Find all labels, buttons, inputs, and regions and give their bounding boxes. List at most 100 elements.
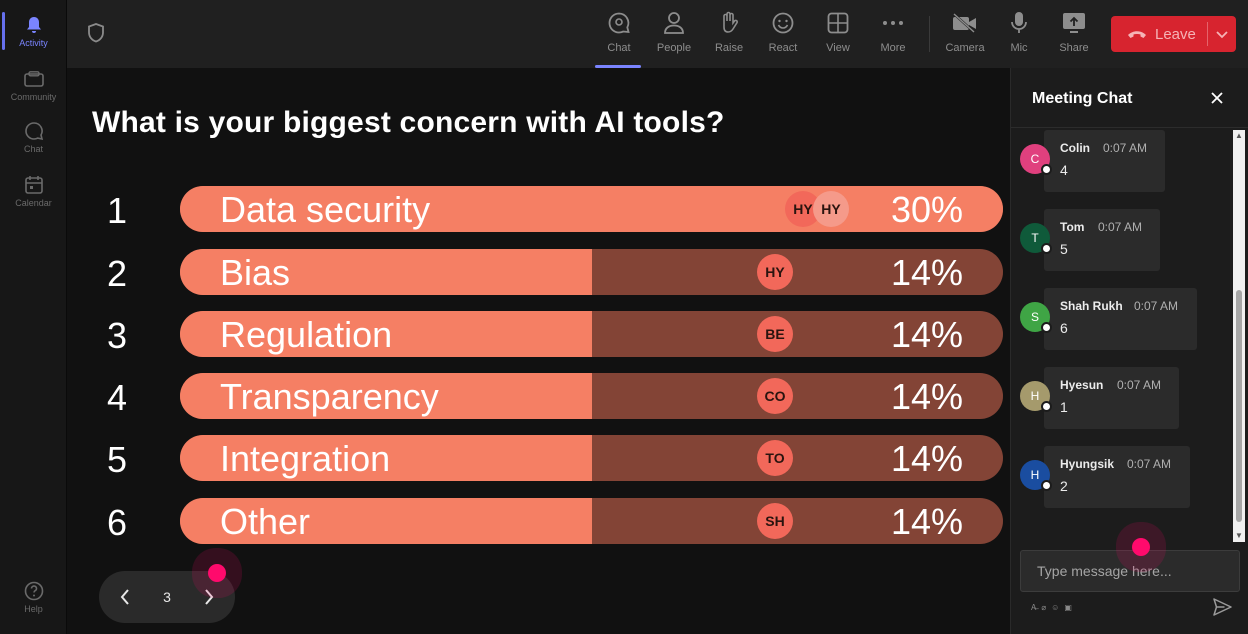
option-label: Other [220,501,311,542]
option-rank: 4 [107,377,128,418]
avatar: S [1020,302,1052,333]
toolbar-share-button[interactable]: Share [1048,10,1100,62]
sender-name: Shah Rukh [1060,299,1123,313]
rail-item-chat[interactable]: Chat [0,112,67,162]
message-bubble: Colin 0:07 AM 4 [1044,130,1165,192]
voter-avatar: BE [757,316,793,352]
option-percent: 14% [890,376,963,417]
chat-scrollbar[interactable]: ▲ ▼ [1233,130,1245,542]
toolbar-more-button[interactable]: More [867,10,919,62]
option-rank: 5 [107,439,128,480]
poll-results-stage: What is your biggest concern with AI too… [67,68,1010,634]
send-icon[interactable] [1212,598,1234,620]
presence-dot [1041,243,1052,254]
option-fill [180,249,592,295]
message-bubble: Shah Rukh 0:07 AM 6 [1044,288,1197,350]
format-icon[interactable]: A̶ [1031,603,1037,612]
pointer-highlight [1132,538,1150,556]
rail-label: Calendar [15,197,52,208]
toolbar-label: People [656,42,692,54]
meeting-chat-panel: Meeting Chat Colin 0:07 AM 4 C Tom 0:07 AM 5 T S… [1010,68,1248,634]
option-fill [180,373,592,419]
toolbar-label: More [880,42,906,54]
gif-icon[interactable]: ▣ [1064,603,1072,612]
chat-icon [23,121,45,141]
option-label: Integration [220,438,391,479]
scroll-up-arrow-icon[interactable]: ▲ [1235,131,1243,140]
toolbar-label: Mic [1010,42,1028,54]
app-rail: Activity Community Chat Calendar Help [0,0,67,634]
toolbar-people-button[interactable]: People [648,10,700,62]
rail-item-activity[interactable]: Activity [0,6,67,56]
toolbar-view-button[interactable]: View [812,10,864,62]
shield-icon[interactable] [87,23,107,45]
toolbar-chat-button[interactable]: Chat [593,10,645,68]
option-fill [180,435,592,481]
option-rank: 2 [107,253,128,294]
scroll-down-arrow-icon[interactable]: ▼ [1235,531,1243,540]
rail-label: Activity [19,37,48,48]
option-bar: Transparency CO 14% [180,373,1003,419]
rail-item-community[interactable]: Community [0,60,67,110]
poll-option-row: 1 Data security HY HY 30% [67,186,1010,234]
toolbar-raise-button[interactable]: Raise [703,10,755,62]
option-label: Regulation [220,314,393,355]
more-icon [880,10,906,36]
option-bar: Data security HY HY 30% [180,186,1003,232]
avatar-initial: H [1030,468,1040,482]
poll-option-row: 3 Regulation BE 14% [67,311,1010,359]
rail-item-calendar[interactable]: Calendar [0,166,67,216]
previous-page-button[interactable] [103,575,147,619]
option-bar: Regulation BE 14% [180,311,1003,357]
option-label: Transparency [220,376,439,417]
community-icon [23,69,45,89]
poll-option-row: 6 Other SH 14% [67,498,1010,546]
message-time: 0:07 AM [1103,141,1148,155]
option-label: Data security [220,189,431,230]
presence-dot [1041,480,1052,491]
leave-separator [1207,22,1208,46]
mic-icon [1006,10,1032,36]
leave-label: Leave [1155,25,1196,43]
chevron-left-icon [120,589,129,605]
message-time: 0:07 AM [1117,378,1162,392]
option-fill [180,186,1003,232]
hang-up-phone-icon [1127,29,1149,39]
message-text: 2 [1060,478,1068,494]
presence-dot [1041,322,1052,333]
chevron-down-icon[interactable] [1214,26,1230,42]
avatar-initial: C [1030,152,1040,166]
toolbar-mic-button[interactable]: Mic [993,10,1045,62]
option-percent: 14% [890,501,963,542]
attach-icon[interactable]: ⌀ [1041,603,1047,612]
chat-message-input[interactable] [1020,550,1240,592]
voter-avatar: HY [785,191,821,227]
next-page-button[interactable] [187,575,231,619]
toolbar-react-button[interactable]: React [757,10,809,62]
leave-button[interactable]: Leave [1111,16,1236,52]
option-bar: Other SH 14% [180,498,1003,544]
close-icon[interactable] [1207,88,1227,108]
people-icon [661,10,687,36]
message-time: 0:07 AM [1098,220,1143,234]
raise-hand-icon [716,10,742,36]
rail-item-help[interactable]: Help [0,572,67,622]
avatar-initial: S [1030,310,1039,324]
scrollbar-thumb[interactable] [1236,290,1242,522]
calendar-icon [23,175,45,195]
toolbar-camera-button[interactable]: Camera [939,10,991,62]
emoji-icon[interactable]: ☺ [1051,603,1060,612]
option-bar: Bias HY 14% [180,249,1003,295]
rail-label: Chat [23,143,43,154]
option-percent: 14% [890,252,963,293]
toolbar-label: Share [1059,42,1089,54]
message-text: 1 [1060,399,1068,415]
option-percent: 14% [890,438,963,479]
option-bar: Integration TO 14% [180,435,1003,481]
option-label: Bias [220,252,291,293]
chevron-right-icon [205,589,214,605]
pointer-highlight [208,564,226,582]
react-smiley-icon [770,10,796,36]
chat-header: Meeting Chat [1011,68,1248,128]
option-percent: 30% [890,189,963,230]
